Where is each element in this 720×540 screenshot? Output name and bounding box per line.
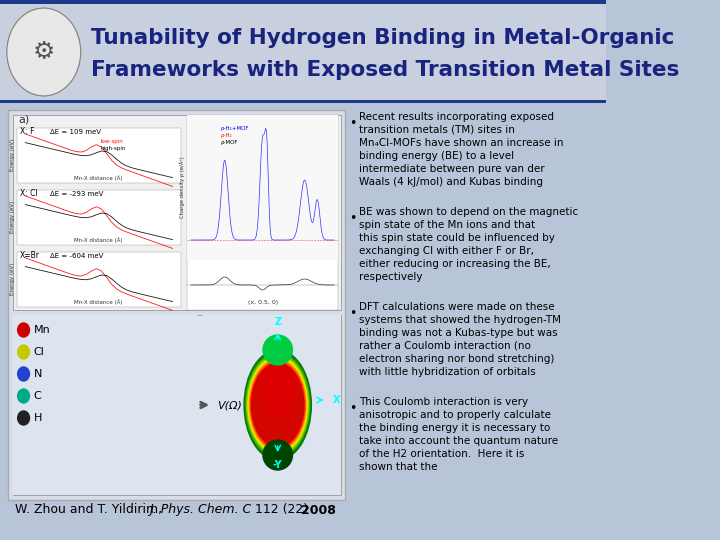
Text: This Coulomb interaction is very: This Coulomb interaction is very xyxy=(359,397,528,407)
Text: systems that showed the hydrogen-TM: systems that showed the hydrogen-TM xyxy=(359,315,562,325)
Ellipse shape xyxy=(248,357,307,453)
Text: Charge density ρ (e/Å³): Charge density ρ (e/Å³) xyxy=(179,156,185,218)
Circle shape xyxy=(18,345,30,359)
Text: Energy (eV): Energy (eV) xyxy=(10,263,15,295)
Text: rather a Coulomb interaction (no: rather a Coulomb interaction (no xyxy=(359,341,531,351)
Ellipse shape xyxy=(250,361,305,449)
Text: binding was not a Kubas-type but was: binding was not a Kubas-type but was xyxy=(359,328,558,338)
FancyBboxPatch shape xyxy=(17,128,181,183)
Text: Tunability of Hydrogen Binding in Metal-Organic: Tunability of Hydrogen Binding in Metal-… xyxy=(91,28,674,48)
Text: DFT calculations were made on these: DFT calculations were made on these xyxy=(359,302,555,312)
Ellipse shape xyxy=(251,362,305,448)
Text: V(Ω): V(Ω) xyxy=(217,400,242,410)
Text: •: • xyxy=(349,402,356,415)
Text: Z: Z xyxy=(274,317,282,327)
FancyBboxPatch shape xyxy=(0,4,606,100)
Circle shape xyxy=(18,323,30,337)
Ellipse shape xyxy=(246,353,310,457)
Ellipse shape xyxy=(263,335,292,365)
Ellipse shape xyxy=(249,359,306,451)
FancyBboxPatch shape xyxy=(17,252,181,307)
Text: BE was shown to depend on the magnetic: BE was shown to depend on the magnetic xyxy=(359,207,579,217)
Text: •: • xyxy=(349,117,356,130)
Circle shape xyxy=(18,389,30,403)
Text: Cl: Cl xyxy=(34,347,45,357)
Text: of the H2 orientation.  Here it is: of the H2 orientation. Here it is xyxy=(359,449,525,459)
Circle shape xyxy=(6,8,81,96)
Text: high-spin: high-spin xyxy=(101,146,127,151)
Text: this spin state could be influenced by: this spin state could be influenced by xyxy=(359,233,555,243)
Text: take into account the quantum nature: take into account the quantum nature xyxy=(359,436,559,446)
Text: 2008: 2008 xyxy=(301,503,336,516)
Text: Mn₄Cl-MOFs have shown an increase in: Mn₄Cl-MOFs have shown an increase in xyxy=(359,138,564,148)
FancyBboxPatch shape xyxy=(9,110,345,500)
Text: ⚙: ⚙ xyxy=(32,40,55,64)
Text: Waals (4 kJ/mol) and Kubas binding: Waals (4 kJ/mol) and Kubas binding xyxy=(359,177,544,187)
FancyBboxPatch shape xyxy=(0,0,606,4)
Text: ρ-H₂+MOF: ρ-H₂+MOF xyxy=(220,126,249,131)
Text: X=Br: X=Br xyxy=(20,251,40,260)
Ellipse shape xyxy=(246,354,309,456)
Text: shown that the: shown that the xyxy=(359,462,438,472)
Text: b): b) xyxy=(189,114,201,124)
Text: 112 (22): 112 (22) xyxy=(251,503,312,516)
Ellipse shape xyxy=(263,440,292,470)
Text: ρ-H₂: ρ-H₂ xyxy=(220,133,233,138)
Text: H: H xyxy=(34,413,42,423)
Text: with little hybridization of orbitals: with little hybridization of orbitals xyxy=(359,367,536,377)
Text: either reducing or increasing the BE,: either reducing or increasing the BE, xyxy=(359,259,551,269)
Text: Frameworks with Exposed Transition Metal Sites: Frameworks with Exposed Transition Metal… xyxy=(91,60,679,80)
Text: transition metals (TM) sites in: transition metals (TM) sites in xyxy=(359,125,516,135)
Text: a): a) xyxy=(19,114,30,124)
FancyBboxPatch shape xyxy=(13,315,341,495)
Text: Recent results incorporating exposed: Recent results incorporating exposed xyxy=(359,112,554,122)
Text: respectively: respectively xyxy=(359,272,423,282)
FancyBboxPatch shape xyxy=(202,315,341,495)
Text: Mn: Mn xyxy=(34,325,50,335)
Ellipse shape xyxy=(261,362,294,417)
Text: N: N xyxy=(34,369,42,379)
FancyBboxPatch shape xyxy=(186,115,338,310)
Text: -Y: -Y xyxy=(273,460,282,470)
FancyBboxPatch shape xyxy=(186,115,338,260)
FancyBboxPatch shape xyxy=(0,100,606,103)
Circle shape xyxy=(18,367,30,381)
Text: (x, 0.5, 0): (x, 0.5, 0) xyxy=(248,300,278,305)
Text: intermediate between pure van der: intermediate between pure van der xyxy=(359,164,545,174)
FancyBboxPatch shape xyxy=(13,115,341,310)
Ellipse shape xyxy=(244,350,311,460)
Text: •: • xyxy=(349,307,356,320)
Text: Mn-X distance (Å): Mn-X distance (Å) xyxy=(74,176,122,181)
Text: spin state of the Mn ions and that: spin state of the Mn ions and that xyxy=(359,220,536,230)
Text: X: Cl: X: Cl xyxy=(20,189,38,198)
Text: ρ-MOF: ρ-MOF xyxy=(220,140,238,145)
Text: •: • xyxy=(349,212,356,225)
Ellipse shape xyxy=(245,352,310,458)
Text: low-spin: low-spin xyxy=(101,139,124,144)
Circle shape xyxy=(18,411,30,425)
Text: anisotropic and to properly calculate: anisotropic and to properly calculate xyxy=(359,410,552,420)
FancyBboxPatch shape xyxy=(17,190,181,245)
Ellipse shape xyxy=(248,356,308,454)
Text: Energy (eV): Energy (eV) xyxy=(10,139,15,171)
Text: W. Zhou and T. Yildirim,: W. Zhou and T. Yildirim, xyxy=(15,503,166,516)
Text: Energy (eV): Energy (eV) xyxy=(10,201,15,233)
Text: binding energy (BE) to a level: binding energy (BE) to a level xyxy=(359,151,515,161)
Text: the binding energy it is necessary to: the binding energy it is necessary to xyxy=(359,423,551,433)
Text: J. Phys. Chem. C: J. Phys. Chem. C xyxy=(149,503,251,516)
Text: X: X xyxy=(333,395,340,405)
Text: C: C xyxy=(34,391,42,401)
Text: exchanging Cl with either F or Br,: exchanging Cl with either F or Br, xyxy=(359,246,534,256)
Text: Mn-X distance (Å): Mn-X distance (Å) xyxy=(74,238,122,243)
Text: X: F: X: F xyxy=(20,127,35,136)
Text: electron sharing nor bond stretching): electron sharing nor bond stretching) xyxy=(359,354,554,364)
FancyBboxPatch shape xyxy=(13,315,198,495)
Ellipse shape xyxy=(251,363,304,447)
Text: ΔE = 109 meV: ΔE = 109 meV xyxy=(50,129,102,135)
Text: ΔE = -293 meV: ΔE = -293 meV xyxy=(50,191,104,197)
Text: ΔE = -604 meV: ΔE = -604 meV xyxy=(50,253,104,259)
Text: Mn-X distance (Å): Mn-X distance (Å) xyxy=(74,299,122,305)
